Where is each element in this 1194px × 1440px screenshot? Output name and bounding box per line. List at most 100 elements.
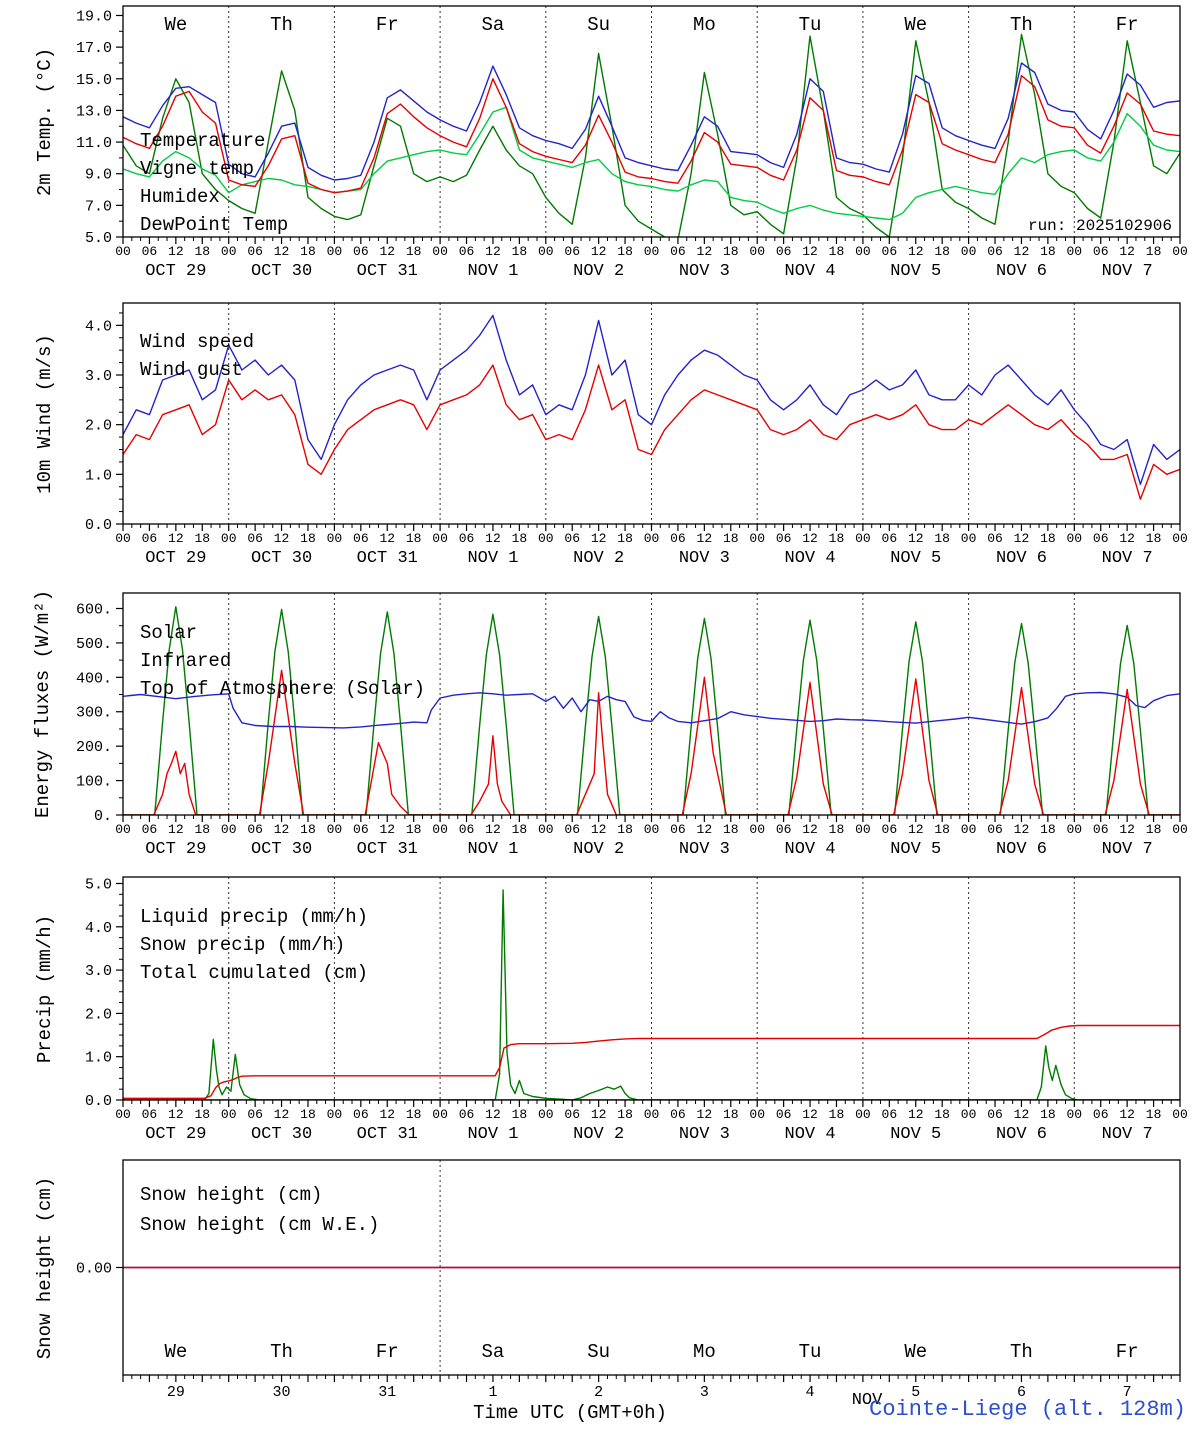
weekday-label: Th [270,1341,293,1363]
hour-tick-label: 06 [564,531,580,546]
y-tick-label: 9.0 [85,167,112,184]
weekday-label: Th [270,14,293,36]
hour-tick-label: 00 [1172,822,1188,837]
hour-tick-label: 12 [1014,244,1030,259]
series-liquid-precip-line [123,889,1180,1100]
hour-tick-label: 18 [512,1107,528,1122]
hour-tick-label: 18 [406,531,422,546]
hour-tick-label: 12 [168,822,184,837]
hour-tick-label: 06 [670,244,686,259]
hour-tick-label: 12 [591,822,607,837]
hour-tick-label: 12 [1119,531,1135,546]
hour-tick-label: 12 [274,1107,290,1122]
hour-tick-label: 12 [1014,822,1030,837]
hour-tick-label: 00 [1066,1107,1082,1122]
hour-tick-label: 00 [327,822,343,837]
hour-tick-label: 12 [168,1107,184,1122]
hour-tick-label: 00 [749,244,765,259]
date-label: NOV 6 [996,262,1047,281]
legend-snow-1: Snow height (cm W.E.) [140,1214,379,1236]
hour-tick-label: 00 [1066,244,1082,259]
y-tick-label: 1.0 [85,1050,112,1067]
hour-tick-label: 06 [459,822,475,837]
y-tick-label: 100. [76,774,112,791]
weekday-label: We [164,14,187,36]
date-label: NOV 5 [890,840,941,859]
hour-tick-label: 00 [327,531,343,546]
hour-tick-label: 18 [1040,1107,1056,1122]
hour-tick-label: 18 [194,531,210,546]
panel-precip: 5.04.03.02.01.00.000 06 12 18 00 06 12 18 00 06 12… [85,876,1188,1144]
y-tick-label: 600. [76,601,112,618]
hour-tick-label: 00 [432,822,448,837]
date-label: NOV 6 [996,840,1047,859]
date-label: NOV 2 [573,549,624,568]
day-number-label: 1 [488,1384,497,1401]
hour-tick-label: 06 [247,822,263,837]
hour-tick-label: 00 [432,1107,448,1122]
y-axis-title-snow: Snow height (cm) [34,1176,56,1360]
hour-tick-label: 00 [644,531,660,546]
hour-tick-label: 12 [591,244,607,259]
hour-tick-label: 18 [1146,1107,1162,1122]
hour-tick-label: 00 [1172,1107,1188,1122]
series-humidex-line [123,62,1180,181]
hour-tick-label: 18 [1146,822,1162,837]
hour-tick-label: 06 [353,244,369,259]
weekday-label: Fr [376,14,399,36]
hour-tick-label: 18 [723,244,739,259]
y-tick-label: 0.0 [85,517,112,534]
day-number-label: 2 [594,1384,603,1401]
hour-tick-label: 18 [723,822,739,837]
date-label: NOV 2 [573,262,624,281]
y-tick-label: 4.0 [85,318,112,335]
date-label: OCT 30 [251,549,312,568]
panel-energy: 600.500.400.300.200.100.0.00 06 12 18 00 06 12… [76,592,1188,859]
date-label: NOV 6 [996,1125,1047,1144]
weekday-label: Tu [799,14,822,36]
date-label: OCT 29 [145,1125,206,1144]
hour-tick-label: 18 [829,822,845,837]
hour-tick-label: 12 [1119,1107,1135,1122]
hour-tick-label: 00 [115,244,131,259]
hour-tick-label: 12 [379,244,395,259]
hour-tick-label: 06 [882,1107,898,1122]
hour-tick-label: 00 [115,531,131,546]
hour-tick-label: 06 [987,531,1003,546]
date-label: NOV 5 [890,262,941,281]
date-label: NOV 7 [1102,262,1153,281]
run-annotation: run: 2025102906 [1028,217,1172,235]
hour-tick-label: 06 [987,244,1003,259]
weekday-label: Th [1010,1341,1033,1363]
hour-tick-label: 12 [697,244,713,259]
hour-tick-label: 06 [459,244,475,259]
y-tick-label: 5.0 [85,876,112,893]
hour-tick-label: 18 [194,822,210,837]
series-infrared-line [123,691,1180,729]
hour-tick-label: 06 [776,244,792,259]
hour-tick-label: 12 [168,531,184,546]
hour-tick-label: 18 [406,1107,422,1122]
hour-tick-label: 18 [1040,822,1056,837]
hour-tick-label: 18 [617,1107,633,1122]
hour-tick-label: 00 [961,822,977,837]
y-tick-label: 1.0 [85,467,112,484]
y-tick-label: 3.0 [85,368,112,385]
y-tick-label: 7.0 [85,198,112,215]
legend-energy-1: Infrared [140,650,231,672]
weekday-label: We [164,1341,187,1363]
hour-tick-label: 18 [617,244,633,259]
date-label: OCT 29 [145,840,206,859]
hour-tick-label: 00 [644,822,660,837]
day-number-label: 6 [1017,1384,1026,1401]
hour-tick-label: 12 [697,1107,713,1122]
weekday-label: We [904,1341,927,1363]
day-number-label: 7 [1123,1384,1132,1401]
hour-tick-label: 00 [855,531,871,546]
y-tick-label: 0.00 [76,1261,112,1278]
day-number-label: 29 [167,1384,185,1401]
legend-wind-1: Wind gust [140,359,243,381]
day-number-label: 3 [700,1384,709,1401]
hour-tick-label: 00 [538,531,554,546]
hour-tick-label: 12 [591,1107,607,1122]
